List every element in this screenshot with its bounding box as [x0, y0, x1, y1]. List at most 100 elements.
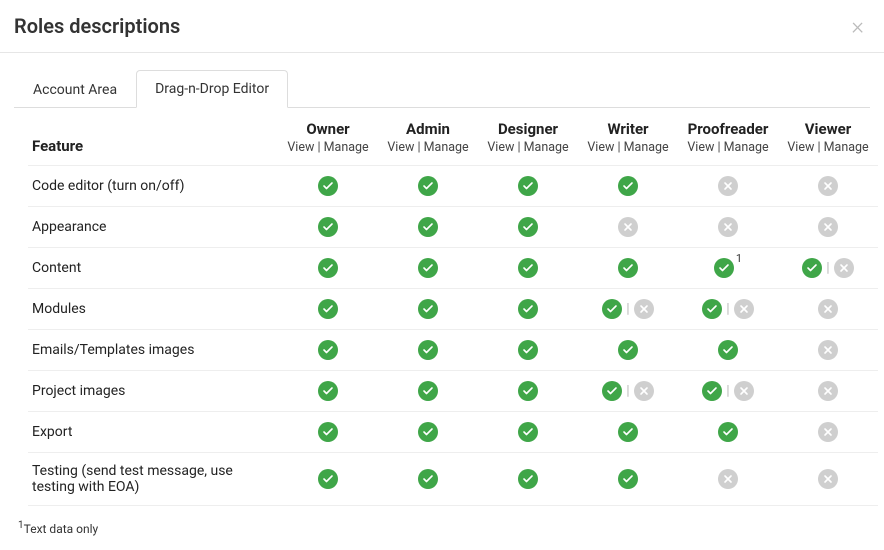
feature-label: Appearance	[28, 207, 278, 248]
perm-cell-owner	[278, 330, 378, 371]
check-icon	[602, 299, 622, 319]
perm-cell-proofreader	[678, 207, 778, 248]
role-sub: View | Manage	[482, 140, 574, 155]
role-name: Proofreader	[682, 120, 774, 138]
role-sub: View | Manage	[682, 140, 774, 155]
tab-account-area[interactable]: Account Area	[14, 71, 136, 108]
perm-cell-designer	[478, 453, 578, 506]
perm-cell-owner	[278, 289, 378, 330]
table-row-emails-templates-images: Emails/Templates images	[28, 330, 878, 371]
table-row-modules: Modules | |	[28, 289, 878, 330]
role-name: Owner	[282, 120, 374, 138]
perm-cell-writer: |	[578, 371, 678, 412]
x-icon	[734, 381, 754, 401]
perm-cell-viewer	[778, 371, 878, 412]
table-row-content: Content1|	[28, 248, 878, 289]
check-icon	[602, 381, 622, 401]
feature-label: Export	[28, 412, 278, 453]
perm-cell-proofreader: |	[678, 289, 778, 330]
modal-header: Roles descriptions ×	[0, 0, 884, 53]
x-icon	[818, 176, 838, 196]
check-icon	[802, 258, 822, 278]
check-icon	[418, 340, 438, 360]
feature-header-label: Feature	[32, 137, 83, 155]
separator: |	[726, 383, 729, 399]
check-icon	[618, 340, 638, 360]
tabs: Account AreaDrag-n-Drop Editor	[14, 69, 870, 108]
close-icon[interactable]: ×	[851, 14, 864, 38]
check-icon	[418, 258, 438, 278]
perm-cell-designer	[478, 248, 578, 289]
permissions-table: Feature OwnerView | ManageAdminView | Ma…	[28, 108, 878, 506]
check-icon	[518, 258, 538, 278]
perm-cell-writer	[578, 207, 678, 248]
tab-dnd-editor[interactable]: Drag-n-Drop Editor	[136, 70, 288, 108]
perm-cell-designer	[478, 166, 578, 207]
modal-title: Roles descriptions	[14, 14, 180, 38]
perm-cell-viewer	[778, 166, 878, 207]
feature-label: Modules	[28, 289, 278, 330]
role-sub: View | Manage	[382, 140, 474, 155]
role-header-admin: AdminView | Manage	[378, 108, 478, 166]
check-icon	[618, 422, 638, 442]
x-icon	[834, 258, 854, 278]
perm-cell-admin	[378, 453, 478, 506]
perm-cell-writer: |	[578, 289, 678, 330]
perm-cell-owner	[278, 371, 378, 412]
x-icon	[818, 381, 838, 401]
role-name: Designer	[482, 120, 574, 138]
perm-cell-writer	[578, 330, 678, 371]
role-header-writer: WriterView | Manage	[578, 108, 678, 166]
perm-cell-admin	[378, 207, 478, 248]
perm-cell-writer	[578, 453, 678, 506]
perm-cell-designer	[478, 289, 578, 330]
check-icon	[418, 176, 438, 196]
perm-cell-proofreader: 1	[678, 248, 778, 289]
check-icon	[718, 422, 738, 442]
check-icon	[618, 469, 638, 489]
perm-cell-owner	[278, 207, 378, 248]
feature-header: Feature	[28, 108, 278, 166]
role-sub: View | Manage	[782, 140, 874, 155]
x-icon	[734, 299, 754, 319]
check-icon	[418, 217, 438, 237]
x-icon	[818, 469, 838, 489]
perm-cell-owner	[278, 412, 378, 453]
check-icon	[518, 340, 538, 360]
perm-cell-proofreader	[678, 330, 778, 371]
check-icon	[418, 299, 438, 319]
perm-cell-proofreader	[678, 412, 778, 453]
check-icon	[518, 381, 538, 401]
check-icon	[702, 381, 722, 401]
x-icon	[818, 422, 838, 442]
perm-cell-admin	[378, 289, 478, 330]
separator: |	[626, 301, 629, 317]
check-icon	[618, 176, 638, 196]
feature-label: Code editor (turn on/off)	[28, 166, 278, 207]
perm-cell-admin	[378, 248, 478, 289]
x-icon	[718, 469, 738, 489]
role-sub: View | Manage	[582, 140, 674, 155]
perm-cell-designer	[478, 330, 578, 371]
check-icon	[318, 217, 338, 237]
check-icon	[518, 299, 538, 319]
check-icon	[518, 469, 538, 489]
feature-label: Emails/Templates images	[28, 330, 278, 371]
perm-cell-admin	[378, 166, 478, 207]
x-icon	[818, 299, 838, 319]
perm-cell-owner	[278, 248, 378, 289]
footnote: 1Text data only	[0, 514, 884, 550]
perm-cell-writer	[578, 412, 678, 453]
check-icon	[318, 340, 338, 360]
check-icon	[318, 381, 338, 401]
table-row-code-editor: Code editor (turn on/off)	[28, 166, 878, 207]
separator: |	[626, 383, 629, 399]
feature-label: Testing (send test message, use testing …	[28, 453, 278, 506]
check-icon	[718, 340, 738, 360]
table-row-project-images: Project images||	[28, 371, 878, 412]
perm-cell-viewer	[778, 330, 878, 371]
check-icon	[518, 176, 538, 196]
x-icon	[634, 381, 654, 401]
separator: |	[826, 260, 829, 276]
check-icon	[318, 258, 338, 278]
